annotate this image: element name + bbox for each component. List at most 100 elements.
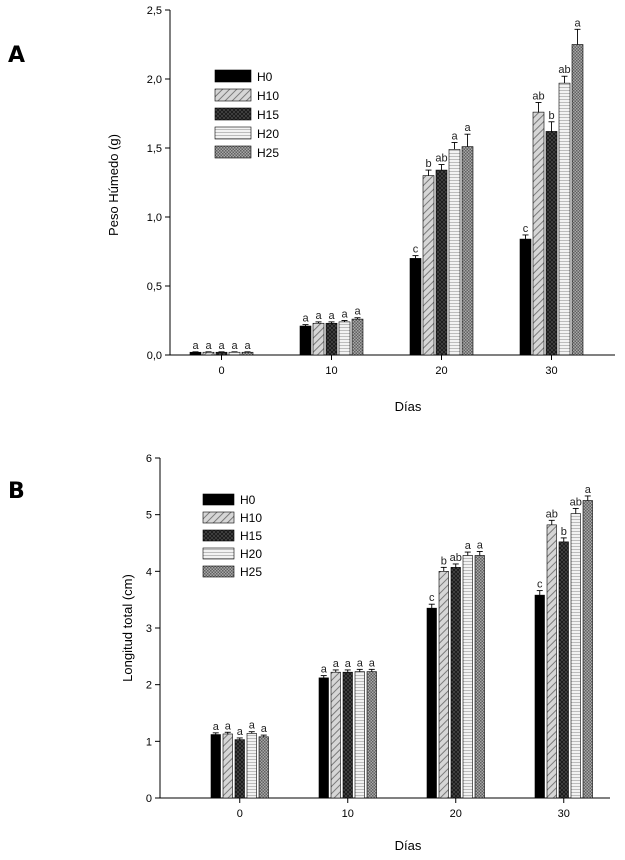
- x-tick-label: 30: [545, 365, 557, 377]
- y-tick-label: 2,0: [147, 74, 162, 86]
- bar-h25-day-0: [241, 351, 254, 356]
- significance-label: a: [574, 17, 581, 29]
- y-tick-label: 2,5: [147, 5, 162, 17]
- bar-h0-day-0: [210, 734, 221, 799]
- significance-label: b: [425, 158, 431, 170]
- bar-h25-day-20: [461, 146, 474, 356]
- bar-h15-day-30: [545, 131, 558, 356]
- significance-label: a: [315, 310, 322, 322]
- significance-label: a: [345, 658, 352, 670]
- significance-label: a: [237, 726, 244, 738]
- x-tick-label: 0: [237, 808, 243, 820]
- significance-label: a: [244, 340, 251, 352]
- bar-h0-day-20: [426, 607, 437, 799]
- legend-swatch-h25: [202, 565, 235, 578]
- bar-h20-day-0: [246, 733, 257, 799]
- x-tick-label: 20: [435, 365, 447, 377]
- significance-label: a: [218, 340, 225, 352]
- y-tick-label: 6: [146, 453, 152, 465]
- significance-label: a: [205, 340, 212, 352]
- bar-h10-day-0: [222, 733, 233, 799]
- bar-h25-day-20: [474, 555, 485, 799]
- bar-h25-day-30: [571, 44, 584, 356]
- legend-label-h25: H25: [257, 146, 279, 160]
- panel-label-a: A: [8, 43, 25, 68]
- bar-h15-day-20: [450, 567, 461, 799]
- legend-swatch-h25: [214, 145, 252, 159]
- y-axis-title: Peso Húmedo (g): [106, 134, 121, 236]
- significance-label: b: [561, 526, 567, 538]
- panel-a: A Peso Húmedo (g) Días 0,0 0,5 1,0 1,5 2,0 2,…: [8, 5, 615, 414]
- y-tick-label: 4: [146, 566, 152, 578]
- significance-label: a: [321, 664, 328, 676]
- bar-h15-day-0: [234, 739, 245, 799]
- bar-h0-day-10: [299, 325, 312, 356]
- bar-h20-day-0: [228, 351, 241, 356]
- legend-label-h20: H20: [240, 547, 262, 561]
- y-tick-label: 3: [146, 623, 152, 635]
- legend-swatch-h10: [214, 88, 252, 102]
- bar-h10-day-10: [312, 322, 325, 356]
- bar-h15-day-30: [558, 541, 569, 799]
- bar-h25-day-0: [258, 736, 269, 799]
- significance-label: ab: [570, 496, 582, 508]
- bar-h25-day-10: [366, 671, 377, 799]
- significance-label: c: [537, 579, 543, 591]
- bar-h0-day-0: [189, 351, 202, 356]
- significance-label: a: [341, 309, 348, 321]
- y-tick-label: 0,0: [147, 350, 162, 362]
- significance-label: a: [465, 540, 472, 552]
- x-tick-label: 10: [325, 365, 337, 377]
- significance-label: a: [369, 657, 376, 669]
- bar-h10-day-20: [438, 571, 449, 799]
- panel-label-b: B: [8, 479, 25, 504]
- x-tick-label: 20: [450, 808, 462, 820]
- significance-label: ab: [532, 90, 544, 102]
- y-tick-label: 2: [146, 680, 152, 692]
- significance-label: a: [225, 720, 232, 732]
- bar-h0-day-30: [519, 238, 532, 356]
- bar-h0-day-10: [318, 677, 329, 799]
- legend-swatch-h15: [202, 529, 235, 542]
- legend-label-h25: H25: [240, 565, 262, 579]
- bar-h10-day-0: [202, 351, 215, 356]
- legend-swatch-h20: [214, 126, 252, 140]
- bar-h25-day-30: [582, 500, 593, 799]
- legend-label-h15: H15: [240, 529, 262, 543]
- significance-label: c: [429, 592, 435, 604]
- x-axis-title: Días: [395, 399, 422, 414]
- x-tick-label: 0: [218, 365, 224, 377]
- legend-swatch-h20: [202, 547, 235, 560]
- bar-h25-day-10: [351, 318, 364, 356]
- bar-h15-day-0: [215, 351, 228, 356]
- significance-label: c: [413, 244, 419, 256]
- y-tick-label: 1,5: [147, 143, 162, 155]
- legend-label-h0: H0: [257, 70, 273, 84]
- bar-h20-day-30: [558, 82, 571, 356]
- x-axis-title: Días: [395, 838, 422, 853]
- x-tick-label: 10: [342, 808, 354, 820]
- significance-label: ab: [450, 552, 462, 564]
- bar-h20-day-10: [338, 321, 351, 356]
- y-axis-title: Longitud total (cm): [120, 574, 135, 682]
- significance-label: a: [354, 306, 361, 318]
- significance-label: c: [523, 223, 529, 235]
- legend-swatch-h10: [202, 511, 235, 524]
- significance-label: a: [357, 657, 364, 669]
- legend-swatch-h15: [214, 107, 252, 121]
- significance-label: a: [451, 130, 458, 142]
- bar-h10-day-20: [422, 175, 435, 356]
- legend-label-h10: H10: [240, 511, 262, 525]
- legend-label-h15: H15: [257, 108, 279, 122]
- significance-label: b: [441, 555, 447, 567]
- bar-h0-day-20: [409, 258, 422, 356]
- bar-h10-day-30: [546, 524, 557, 799]
- legend: H0 H10 H15 H20 H25: [202, 493, 262, 579]
- significance-label: a: [585, 484, 592, 496]
- bar-h15-day-10: [342, 671, 353, 799]
- significance-label: a: [477, 540, 484, 552]
